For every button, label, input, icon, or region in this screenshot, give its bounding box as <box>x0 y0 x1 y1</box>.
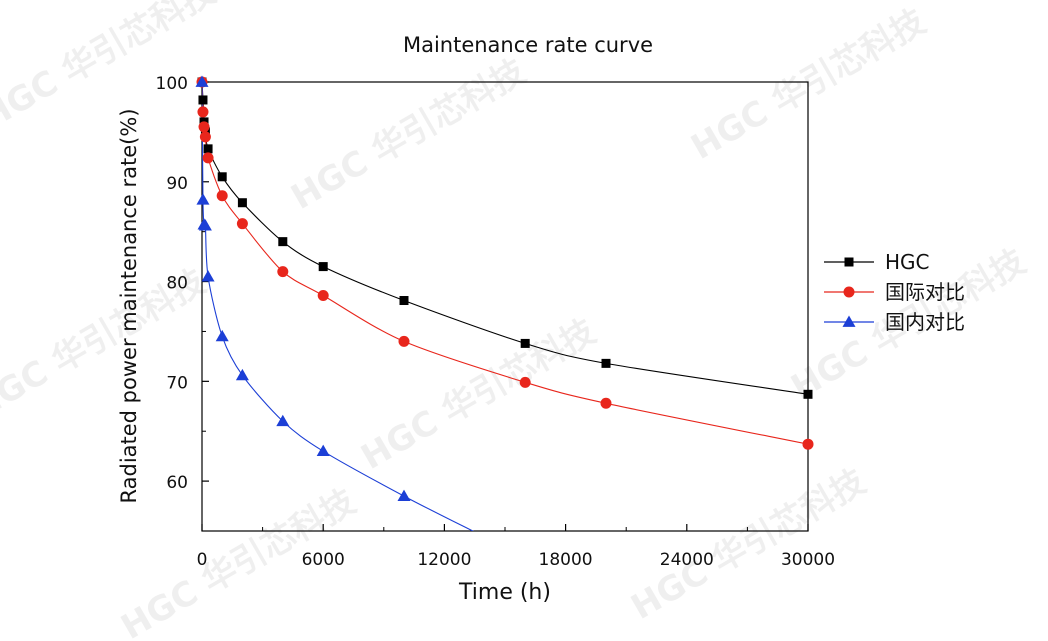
y-tick-label: 60 <box>166 473 188 493</box>
y-tick-label: 80 <box>166 274 188 294</box>
x-tick-label: 18000 <box>539 550 593 570</box>
data-point <box>201 270 215 282</box>
y-tick-label: 70 <box>166 373 188 393</box>
data-point <box>198 219 212 231</box>
data-point <box>316 444 330 457</box>
y-axis: 60 70 80 90 100 <box>156 74 209 493</box>
data-point <box>195 75 209 87</box>
legend-marker <box>844 257 854 267</box>
data-point <box>600 397 612 409</box>
data-point <box>202 152 214 164</box>
legend-label: HGC <box>885 250 930 274</box>
chart-title: Maintenance rate curve <box>403 33 653 57</box>
watermark-text: HGC 华引芯科技 <box>285 52 533 218</box>
y-tick-label: 100 <box>156 74 188 94</box>
watermark-text: HGC 华引芯科技 <box>0 0 222 138</box>
data-point <box>519 376 531 388</box>
legend-marker <box>842 315 856 327</box>
marker-layer <box>195 75 814 501</box>
x-tick-label: 24000 <box>660 550 714 570</box>
data-point <box>520 338 530 348</box>
x-tick-label: 0 <box>197 550 208 570</box>
data-point <box>235 368 249 381</box>
legend-label: 国内对比 <box>885 310 965 334</box>
data-point <box>398 335 410 347</box>
data-point <box>318 262 328 272</box>
data-point <box>199 131 211 143</box>
data-point <box>276 414 290 427</box>
data-point <box>397 489 411 501</box>
data-point <box>203 144 213 154</box>
legend-marker <box>843 286 855 298</box>
data-point <box>216 190 228 202</box>
data-point <box>215 329 229 342</box>
x-tick-label: 6000 <box>302 550 345 570</box>
data-point <box>803 389 813 399</box>
data-point <box>237 198 247 208</box>
series-line-2 <box>202 82 474 531</box>
data-point <box>198 121 210 133</box>
data-point <box>399 296 409 306</box>
data-point <box>197 106 209 118</box>
data-point <box>317 290 329 302</box>
data-point <box>278 237 288 247</box>
watermark-text: HGC 华引芯科技 <box>625 462 873 628</box>
data-point <box>217 172 227 182</box>
data-point <box>198 95 208 105</box>
watermark-text: HGC 华引芯科技 <box>355 312 603 478</box>
x-axis: 0 6000 12000 18000 24000 30000 <box>197 524 835 570</box>
data-point <box>277 266 289 278</box>
data-point <box>802 438 814 450</box>
legend-label: 国际对比 <box>885 280 965 304</box>
x-axis-label: Time (h) <box>458 580 551 605</box>
x-tick-label: 30000 <box>781 550 835 570</box>
data-point <box>601 358 611 368</box>
y-tick-label: 90 <box>166 174 188 194</box>
data-point <box>236 218 248 230</box>
data-point <box>196 193 210 205</box>
x-tick-label: 12000 <box>417 550 471 570</box>
y-axis-label: Radiated power maintenance rate(%) <box>117 108 141 503</box>
